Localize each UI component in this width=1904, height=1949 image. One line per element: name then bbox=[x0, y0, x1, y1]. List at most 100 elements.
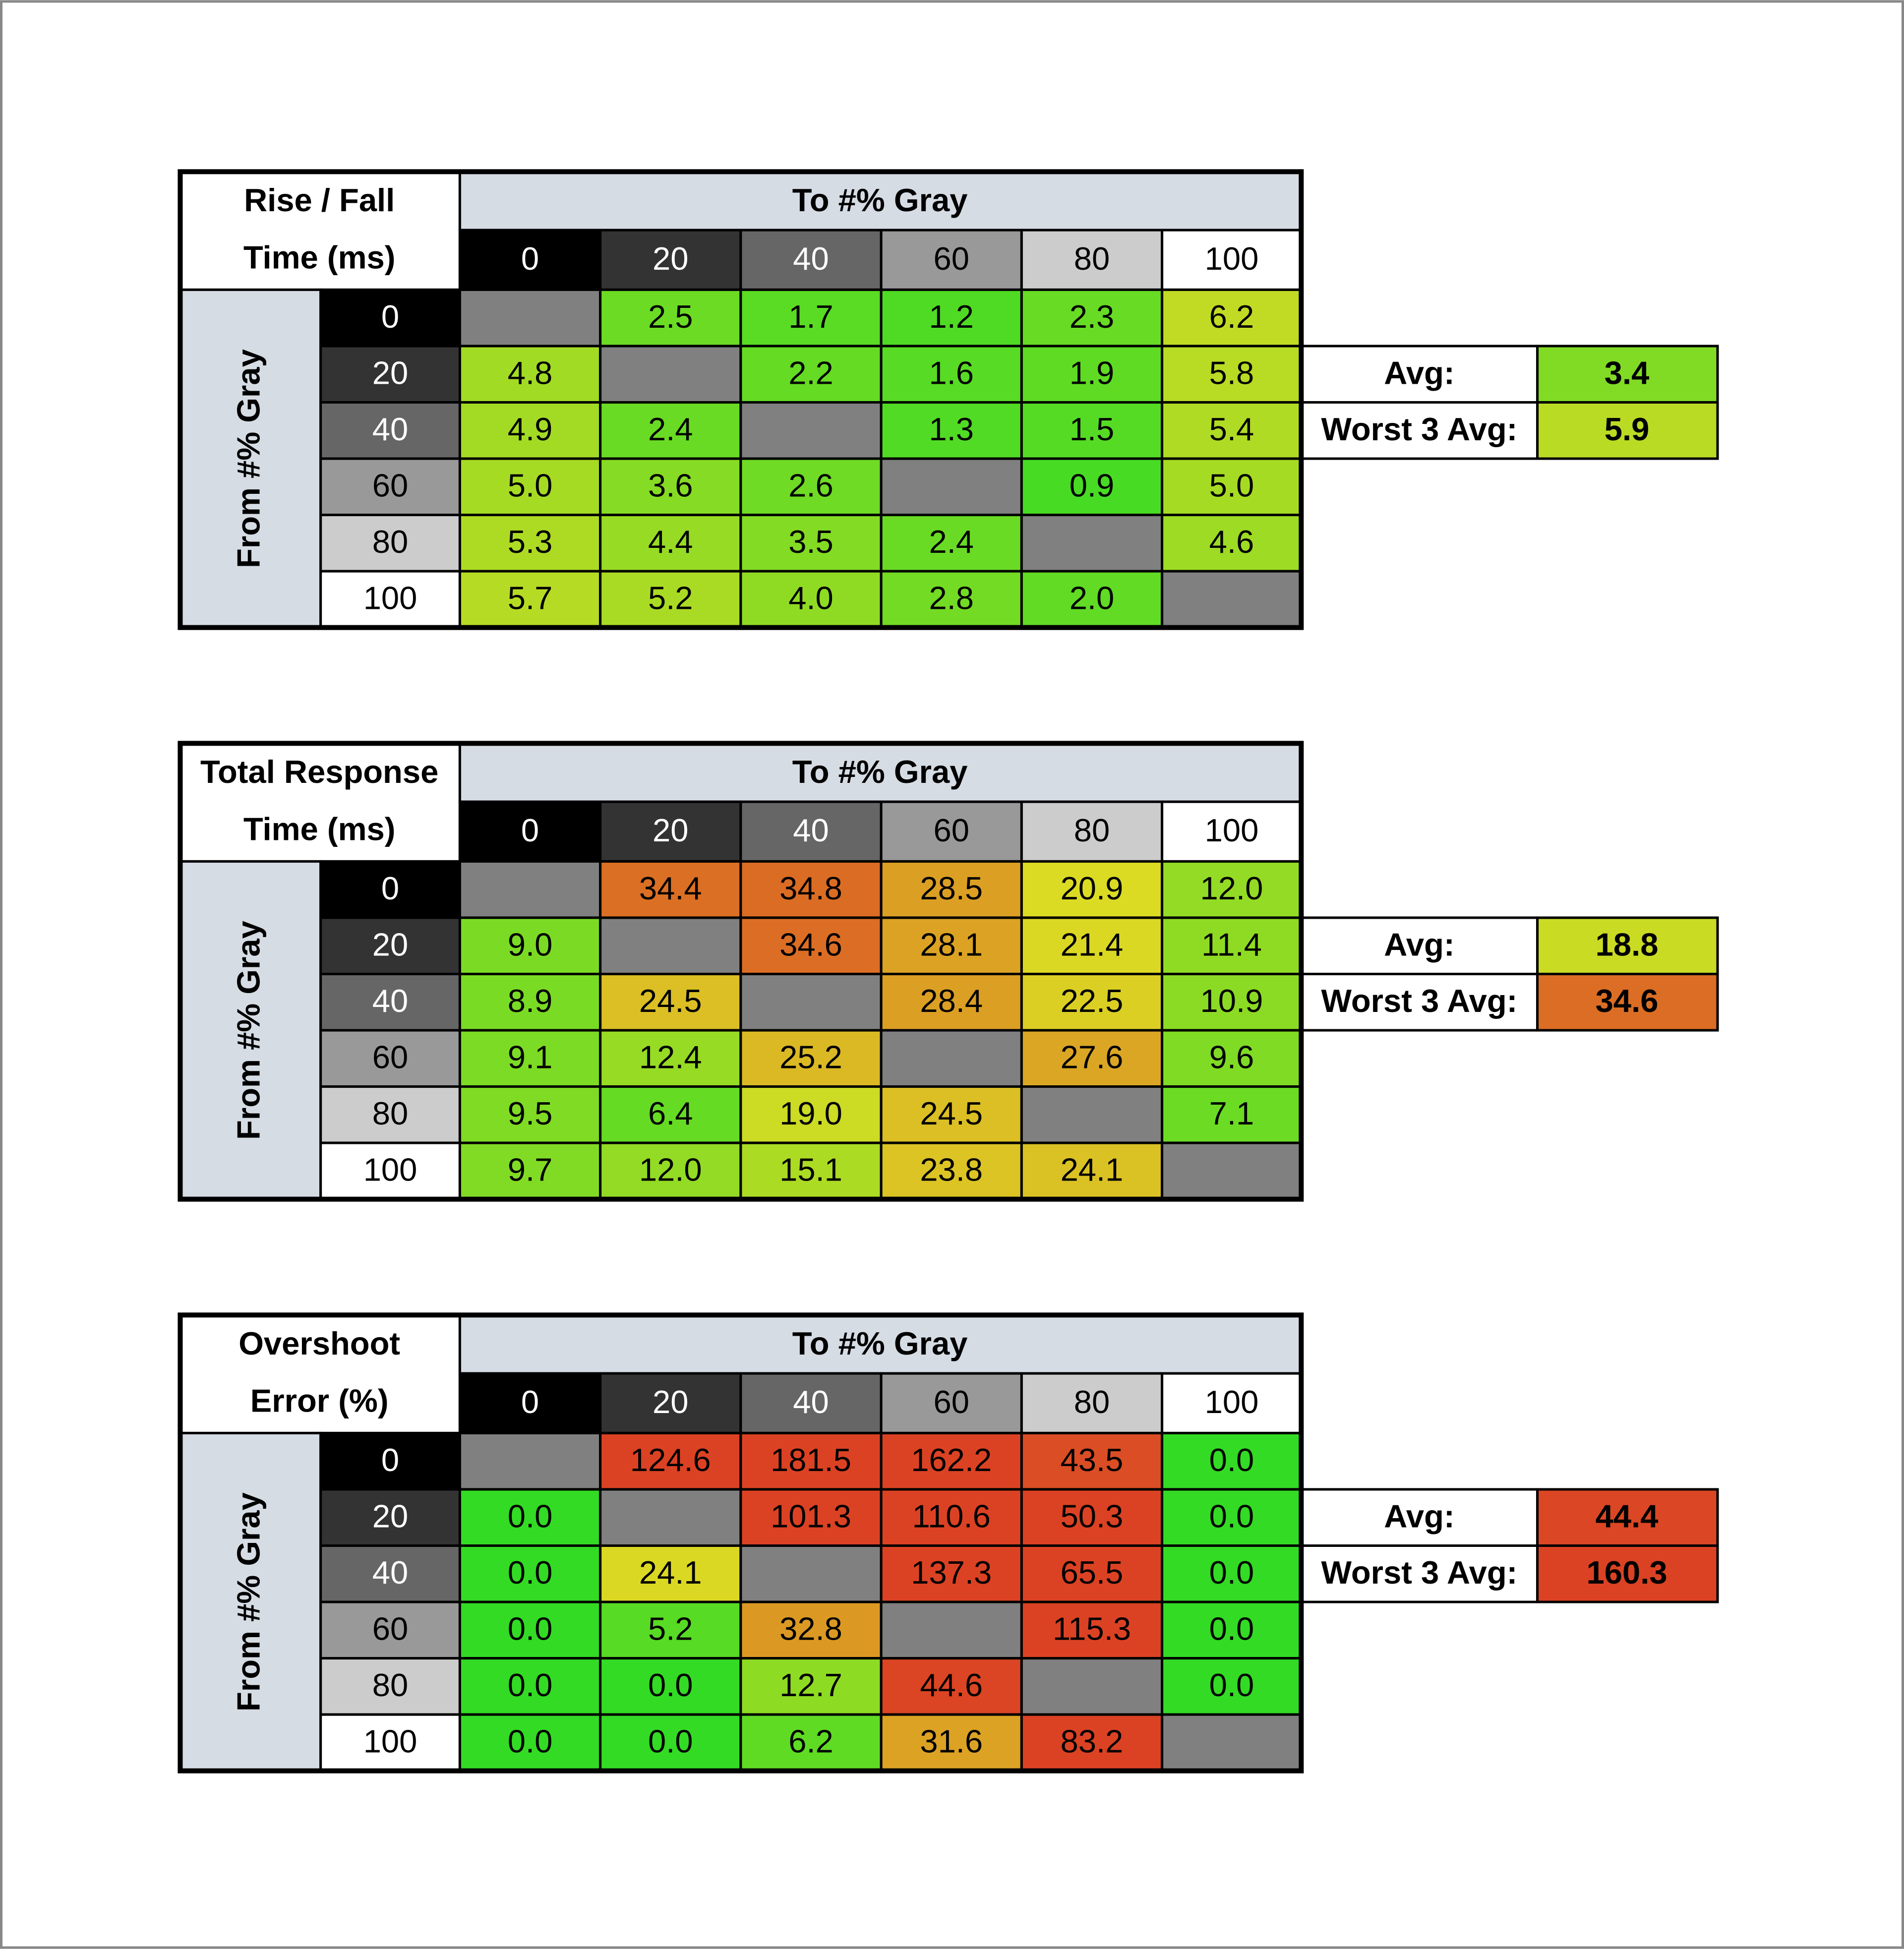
cell-value: 28.4 bbox=[920, 983, 983, 1019]
row-label: 80 bbox=[372, 524, 408, 560]
cell bbox=[599, 972, 742, 1032]
table-border bbox=[178, 741, 1304, 1202]
cell-value: 3.6 bbox=[648, 468, 693, 504]
cell-value: 0.0 bbox=[648, 1723, 693, 1760]
cell bbox=[599, 457, 742, 517]
summary-label-cell bbox=[1300, 401, 1539, 460]
row-label: 20 bbox=[372, 926, 408, 962]
cell-value: 9.1 bbox=[508, 1039, 553, 1075]
cell-value: 0.0 bbox=[508, 1554, 553, 1591]
table-title: Total Response bbox=[200, 754, 438, 790]
summary-value-cell bbox=[1536, 401, 1719, 460]
column-label: 60 bbox=[934, 812, 969, 848]
cell bbox=[739, 401, 883, 460]
summary-label: Avg: bbox=[1384, 1498, 1454, 1534]
summary-value-cell bbox=[1536, 345, 1719, 404]
row-label: 60 bbox=[372, 1611, 408, 1647]
column-label: 20 bbox=[653, 1384, 688, 1420]
cell-value: 2.8 bbox=[929, 580, 974, 616]
cell-value: 6.4 bbox=[648, 1095, 693, 1131]
summary-label-cell bbox=[1300, 1544, 1539, 1603]
cell-value: 1.2 bbox=[929, 298, 974, 335]
cell-value: 12.0 bbox=[639, 1152, 702, 1188]
summary-value-cell bbox=[1536, 972, 1719, 1032]
row-header bbox=[319, 457, 461, 517]
column-label: 80 bbox=[1074, 812, 1110, 848]
column-label: 60 bbox=[934, 1384, 969, 1420]
cell-value: 1.5 bbox=[1070, 411, 1115, 447]
to-label: To #% Gray bbox=[792, 1325, 968, 1361]
cell-value: 0.0 bbox=[1209, 1611, 1254, 1647]
row-label: 20 bbox=[372, 354, 408, 391]
cell bbox=[458, 570, 602, 629]
cell-value: 27.6 bbox=[1061, 1039, 1124, 1075]
column-header bbox=[1161, 800, 1303, 863]
row-label: 100 bbox=[363, 580, 417, 616]
cell bbox=[880, 1029, 1023, 1088]
cell-value: 2.6 bbox=[788, 468, 833, 504]
row-header bbox=[319, 401, 461, 460]
column-label: 100 bbox=[1205, 812, 1259, 848]
cell-value: 24.5 bbox=[639, 983, 702, 1019]
column-label: 40 bbox=[793, 812, 829, 848]
cell-value: 6.2 bbox=[1209, 298, 1254, 335]
summary-label: Worst 3 Avg: bbox=[1321, 983, 1518, 1019]
cell-value: 8.9 bbox=[508, 983, 553, 1019]
row-header bbox=[319, 1029, 461, 1088]
cell-value: 9.6 bbox=[1209, 1039, 1254, 1075]
cell bbox=[880, 345, 1023, 404]
row-header bbox=[319, 1713, 461, 1772]
summary-value: 44.4 bbox=[1596, 1498, 1659, 1534]
table-title: Error (%) bbox=[250, 1382, 389, 1418]
row-label: 60 bbox=[372, 1039, 408, 1075]
cell-value: 124.6 bbox=[630, 1442, 711, 1478]
column-label: 0 bbox=[521, 1384, 539, 1420]
cell-value: 137.3 bbox=[911, 1554, 992, 1591]
cell-value: 9.5 bbox=[508, 1095, 553, 1131]
column-header bbox=[458, 800, 602, 863]
row-label: 0 bbox=[381, 870, 399, 906]
cell bbox=[1020, 860, 1164, 919]
cell-value: 20.9 bbox=[1061, 870, 1124, 906]
cell bbox=[458, 1657, 602, 1716]
summary-label: Worst 3 Avg: bbox=[1321, 1554, 1518, 1591]
summary-label-cell bbox=[1300, 916, 1539, 976]
cell bbox=[599, 345, 742, 404]
cell-value: 0.0 bbox=[508, 1498, 553, 1534]
cell-value: 115.3 bbox=[1053, 1611, 1131, 1647]
row-label: 40 bbox=[372, 983, 408, 1019]
cell bbox=[599, 1085, 742, 1144]
column-header bbox=[1020, 800, 1164, 863]
cell bbox=[599, 514, 742, 573]
cell-value: 43.5 bbox=[1061, 1442, 1124, 1478]
summary-value-cell bbox=[1536, 1544, 1719, 1603]
cell-value: 34.8 bbox=[779, 870, 842, 906]
cell-value: 50.3 bbox=[1061, 1498, 1124, 1534]
column-header bbox=[739, 800, 883, 863]
cell bbox=[739, 1713, 883, 1772]
cell bbox=[880, 288, 1023, 348]
cell-value: 0.0 bbox=[1209, 1667, 1254, 1703]
row-label: 0 bbox=[381, 1442, 399, 1478]
cell-value: 31.6 bbox=[920, 1723, 983, 1760]
column-label: 80 bbox=[1074, 240, 1110, 277]
cell-value: 19.0 bbox=[779, 1095, 842, 1131]
table-title: Rise / Fall bbox=[244, 182, 395, 218]
column-label: 60 bbox=[934, 240, 969, 277]
column-label: 0 bbox=[521, 812, 539, 848]
column-header bbox=[1020, 229, 1164, 291]
cell-value: 0.0 bbox=[508, 1667, 553, 1703]
cell-value: 2.2 bbox=[788, 354, 833, 391]
to-label: To #% Gray bbox=[792, 754, 968, 790]
cell bbox=[880, 1657, 1023, 1716]
cell bbox=[1020, 401, 1164, 460]
cell-value: 0.0 bbox=[1209, 1554, 1254, 1591]
cell-value: 0.0 bbox=[508, 1723, 553, 1760]
summary-value: 5.9 bbox=[1605, 411, 1650, 447]
column-label: 20 bbox=[653, 240, 688, 277]
column-label: 100 bbox=[1205, 240, 1259, 277]
cell bbox=[1161, 288, 1303, 348]
cell-value: 9.7 bbox=[508, 1152, 553, 1188]
column-header bbox=[1161, 1372, 1303, 1434]
